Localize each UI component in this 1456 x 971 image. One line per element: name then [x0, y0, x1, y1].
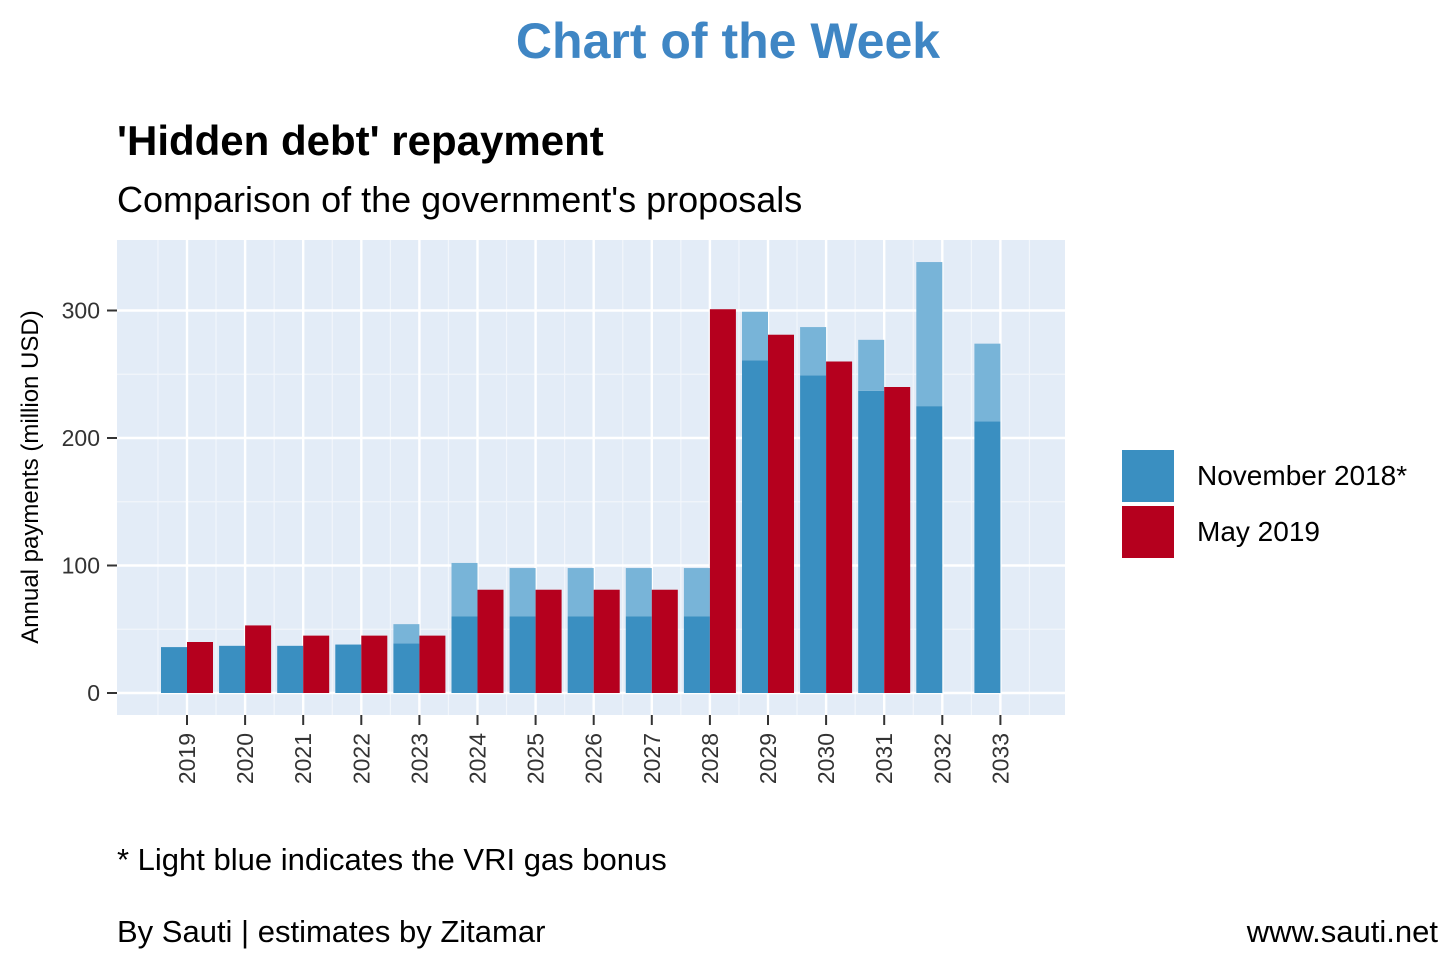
- bar-may-2019-2026: [593, 589, 620, 693]
- bar-may-2019-2020: [245, 625, 272, 693]
- legend-item-may-2019: May 2019: [1122, 504, 1407, 560]
- bar-may-2019-2027: [651, 589, 678, 693]
- bar-vri-gas-bonus-2027: [625, 568, 652, 617]
- bar-may-2019-2021: [303, 635, 330, 693]
- bar-november-2018-2019: [161, 647, 187, 693]
- footnote: * Light blue indicates the VRI gas bonus: [117, 842, 667, 877]
- bar-may-2019-2028: [709, 309, 736, 693]
- bar-vri-gas-bonus-2026: [567, 568, 594, 617]
- bar-november-2018-2024: [451, 616, 478, 693]
- y-tick-label: 0: [87, 680, 100, 706]
- legend-label: May 2019: [1197, 516, 1320, 547]
- x-tick-label: 2024: [465, 733, 491, 784]
- legend-label: November 2018*: [1197, 460, 1408, 491]
- bar-november-2018-2025: [509, 616, 536, 693]
- x-tick-label: 2021: [290, 733, 316, 784]
- x-tick-label: 2026: [581, 733, 607, 784]
- x-tick-label: 2022: [348, 733, 374, 784]
- bar-november-2018-2031: [858, 390, 885, 693]
- bar-vri-gas-bonus-2031: [858, 339, 885, 391]
- bar-november-2018-2029: [742, 360, 768, 693]
- bar-may-2019-2030: [826, 361, 853, 693]
- bar-november-2018-2026: [567, 616, 594, 693]
- bar-may-2019-2025: [535, 589, 562, 693]
- bar-may-2019-2031: [884, 387, 911, 693]
- bar-november-2018-2027: [625, 616, 652, 693]
- legend-item-november-2018: November 2018*: [1122, 448, 1407, 504]
- x-tick-label: 2033: [987, 733, 1013, 784]
- bar-may-2019-2024: [477, 589, 504, 693]
- header-title: Chart of the Week: [515, 13, 941, 69]
- x-tick-label: 2029: [755, 733, 781, 784]
- x-tick-label: 2023: [406, 733, 432, 784]
- bar-vri-gas-bonus-2029: [742, 311, 768, 361]
- x-tick-label: 2028: [697, 733, 723, 784]
- bar-vri-gas-bonus-2028: [683, 568, 710, 617]
- chart-title: 'Hidden debt' repayment: [117, 117, 604, 164]
- bar-november-2018-2030: [800, 375, 827, 693]
- bar-vri-gas-bonus-2033: [974, 343, 1001, 422]
- y-tick-label: 100: [62, 553, 100, 579]
- website-link: www.sauti.net: [1246, 914, 1438, 949]
- x-tick-label: 2020: [232, 733, 258, 784]
- legend-key-november-2018: [1122, 450, 1174, 502]
- x-tick-label: 2025: [523, 733, 549, 784]
- bar-may-2019-2029: [768, 334, 794, 693]
- bars: [161, 262, 1001, 693]
- bar-november-2018-2028: [683, 616, 710, 693]
- legend: November 2018* May 2019: [1122, 448, 1407, 560]
- bar-may-2019-2019: [187, 642, 213, 693]
- bar-november-2018-2023: [393, 643, 420, 693]
- bar-vri-gas-bonus-2023: [393, 624, 420, 644]
- y-tick-label: 200: [62, 425, 100, 451]
- x-tick-label: 2019: [174, 733, 200, 784]
- bar-vri-gas-bonus-2024: [451, 562, 478, 617]
- x-axis: 2019 2020 2021 2022 2023 2024 2025 2026 2027 2028…: [174, 715, 1013, 784]
- bar-vri-gas-bonus-2025: [509, 568, 536, 617]
- y-axis: 0 100 200 300: [62, 298, 117, 706]
- x-tick-label: 2032: [929, 733, 955, 784]
- bar-may-2019-2022: [361, 635, 388, 693]
- bar-may-2019-2023: [419, 635, 446, 693]
- y-tick-label: 300: [62, 298, 100, 324]
- x-tick-label: 2031: [871, 733, 897, 784]
- y-axis-title: Annual payments (million USD): [17, 310, 44, 643]
- bar-vri-gas-bonus-2032: [916, 262, 943, 407]
- bar-november-2018-2022: [335, 644, 362, 693]
- chart-subtitle: Comparison of the government's proposals: [117, 179, 803, 220]
- bar-november-2018-2033: [974, 421, 1001, 693]
- bar-november-2018-2032: [916, 406, 943, 693]
- bar-november-2018-2020: [219, 645, 246, 693]
- bar-november-2018-2021: [277, 645, 304, 693]
- x-tick-label: 2030: [813, 733, 839, 784]
- credit-line: By Sauti | estimates by Zitamar: [117, 914, 546, 949]
- legend-key-may-2019: [1122, 506, 1174, 558]
- bar-vri-gas-bonus-2030: [800, 327, 827, 376]
- x-tick-label: 2027: [639, 733, 665, 784]
